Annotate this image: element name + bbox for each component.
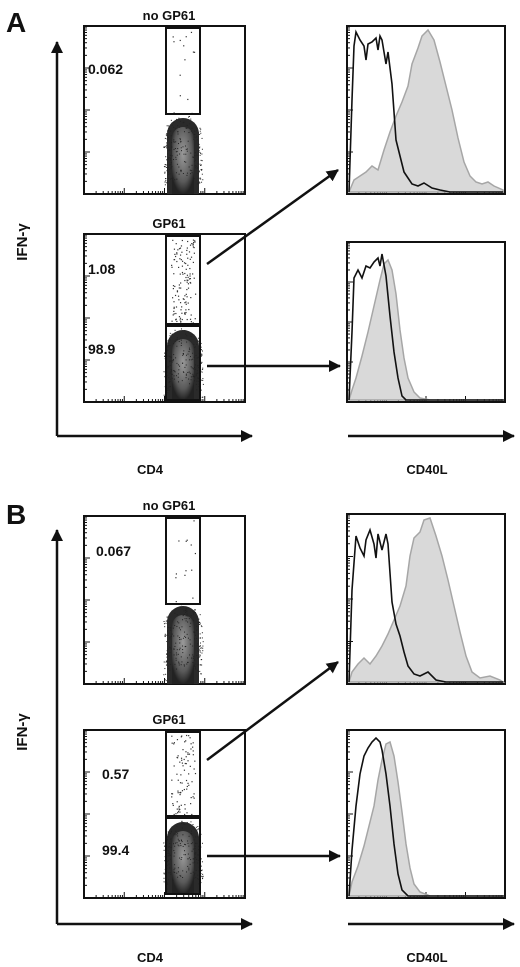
panel-b: B IFN-γ CD4 CD40L no GP61 0.067 GP61 0.5… <box>6 498 515 965</box>
panel-b-dot-plot-gp61: GP61 0.57 99.4 <box>83 712 246 899</box>
cell-population <box>163 115 204 194</box>
panel-a-hist-axis-label: CD40L <box>406 462 447 477</box>
panel-b-plot-title-no-gp61: no GP61 <box>143 498 196 513</box>
sparse-events <box>175 520 197 605</box>
panel-a-dot-plot-no-gp61: no GP61 0.062 <box>83 8 246 195</box>
panel-a-plot-title-no-gp61: no GP61 <box>143 8 196 23</box>
panel-a: A IFN-γ CD4 CD40L no GP61 0.062 GP61 1 <box>6 7 515 477</box>
panel-a-dot-plot-gp61: GP61 1.08 98.9 <box>83 216 246 403</box>
panel-a-plot-title-gp61: GP61 <box>152 216 185 231</box>
panel-b-dot-plot-no-gp61: no GP61 0.067 <box>83 498 246 685</box>
cell-population <box>163 604 204 684</box>
plot-frame <box>83 515 246 685</box>
gate-value: 0.062 <box>88 61 123 77</box>
sparse-events <box>171 734 197 816</box>
axis-ticks <box>83 235 244 403</box>
panel-b-plot-title-gp61: GP61 <box>152 712 185 727</box>
panel-b-histogram-top <box>346 513 506 685</box>
gate-value-upper: 1.08 <box>88 261 115 277</box>
panel-b-x-axis-label: CD4 <box>137 950 164 965</box>
open-histogram <box>348 29 503 193</box>
gate-lower <box>165 325 201 401</box>
gate-upper <box>165 517 201 605</box>
gate-value: 0.067 <box>96 543 131 559</box>
sparse-events <box>171 239 197 324</box>
panel-b-histogram-bottom <box>346 729 506 899</box>
filled-histogram <box>347 517 506 683</box>
plot-frame <box>83 25 246 195</box>
open-histogram <box>348 253 503 401</box>
panel-a-y-axis-label: IFN-γ <box>14 223 31 261</box>
filled-histogram <box>347 28 504 193</box>
panel-a-histogram-top <box>346 25 506 195</box>
sparse-events <box>172 31 196 115</box>
open-histogram <box>348 736 503 897</box>
gate-upper <box>165 235 201 325</box>
gate-lower <box>165 817 201 895</box>
gate-value-lower: 99.4 <box>102 842 129 858</box>
panel-b-y-axis-label: IFN-γ <box>14 713 31 751</box>
cell-population <box>163 820 204 894</box>
axis-ticks <box>83 27 244 195</box>
panel-b-letter: B <box>6 499 26 530</box>
gate-arrow-upper <box>206 168 339 266</box>
panel-b-hist-axis-label: CD40L <box>406 950 447 965</box>
panel-a-histogram-bottom <box>346 241 506 403</box>
open-histogram <box>348 527 503 683</box>
gate-arrow-upper <box>206 660 339 762</box>
gate-value-lower: 98.9 <box>88 341 115 357</box>
panel-a-x-axis-label: CD4 <box>137 462 164 477</box>
axis-ticks <box>346 243 504 403</box>
gate-value-upper: 0.57 <box>102 766 129 782</box>
gate-upper <box>165 27 201 115</box>
panel-a-letter: A <box>6 7 26 38</box>
gate-upper <box>165 731 201 817</box>
axis-ticks <box>83 731 244 899</box>
plot-frame <box>83 233 246 403</box>
plot-frame <box>83 729 246 899</box>
